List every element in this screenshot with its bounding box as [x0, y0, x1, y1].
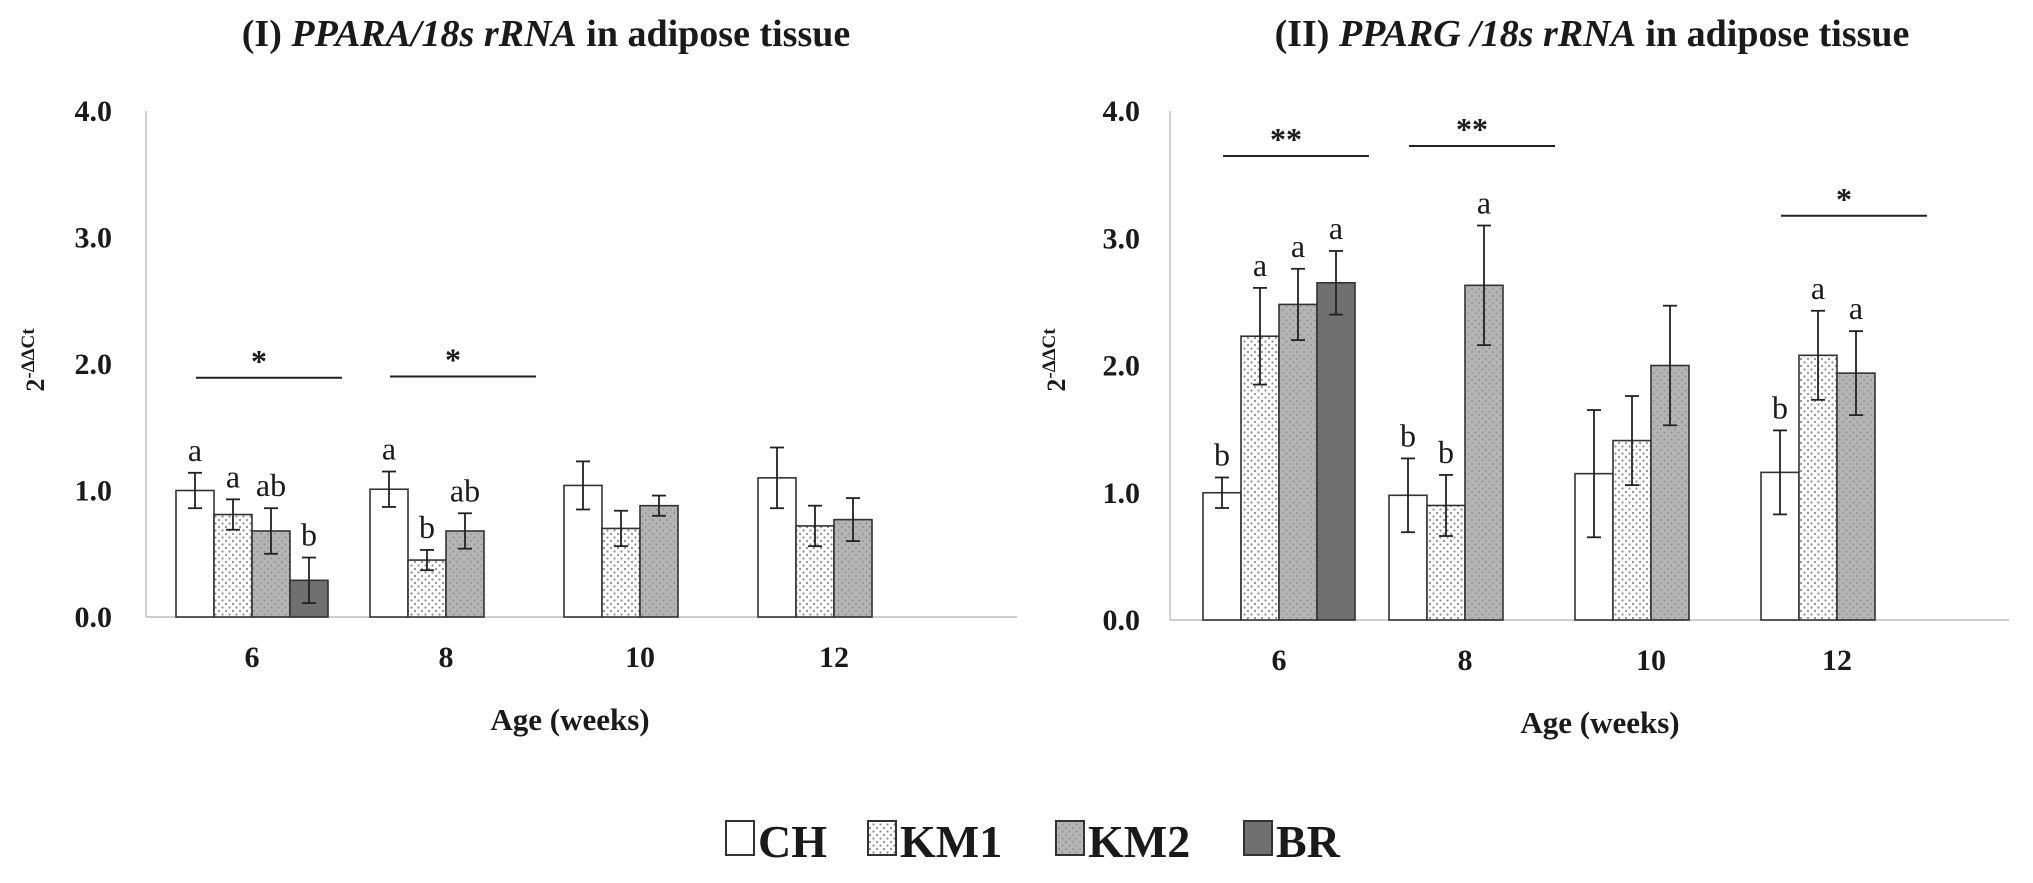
legend-label-ch: CH [758, 816, 827, 867]
x-tick-label: 6 [1272, 644, 1287, 677]
legend-swatch-br [1243, 820, 1273, 856]
legend-item-km1: KM1 [867, 816, 1002, 867]
significance-letter: a [226, 458, 240, 494]
panel-pppara-chart: (I) PPARA/18s rRNA in adipose tissue 2-Δ… [18, 13, 1017, 737]
bar-km1 [601, 527, 641, 618]
legend: CH KM1 KM2 BR [725, 816, 1341, 867]
significance-letter: a [1291, 228, 1305, 264]
x-tick-label: 10 [625, 641, 655, 674]
significance-letter: b [1772, 389, 1788, 425]
significance-letter: b [1214, 436, 1230, 472]
x-tick-label: 6 [245, 641, 260, 674]
legend-swatch-km2 [1055, 820, 1085, 856]
y-tick-label: 0.0 [75, 601, 113, 634]
legend-swatch-ch [725, 820, 755, 856]
significance-letter: b [1438, 434, 1454, 470]
significance-letter: b [419, 509, 435, 545]
bar-km2 [1278, 303, 1318, 621]
bar-ch [1202, 491, 1242, 621]
y-tick-label: 3.0 [1103, 222, 1141, 255]
x-axis-label: Age (weeks) [1520, 705, 1679, 740]
y-axis-label: 2-ΔΔCt [1039, 328, 1071, 392]
legend-item-km2: KM2 [1055, 816, 1190, 867]
chart-title: (II) PPARG /18s rRNA in adipose tissue [1275, 13, 1910, 55]
y-tick-label: 4.0 [1103, 95, 1141, 128]
significance-letter: a [1849, 290, 1863, 326]
svg-text:2-ΔΔCt: 2-ΔΔCt [1039, 328, 1071, 392]
legend-label-km2: KM2 [1088, 816, 1190, 867]
y-tick-label: 1.0 [1103, 477, 1141, 510]
significance-letter: a [1329, 210, 1343, 246]
y-tick-label: 1.0 [75, 475, 113, 508]
y-tick-label: 4.0 [75, 95, 113, 128]
significance-star: * [1836, 181, 1852, 217]
legend-item-br: BR [1243, 816, 1341, 867]
legend-label-km1: KM1 [900, 816, 1002, 867]
significance-star: ** [1270, 121, 1302, 157]
bar-ch [369, 488, 409, 618]
bar-km2 [639, 504, 679, 618]
significance-star: ** [1456, 111, 1488, 147]
x-tick-label: 8 [439, 641, 454, 674]
x-axis-label: Age (weeks) [490, 702, 649, 737]
bar-br [1316, 281, 1356, 621]
significance-letter: a [188, 432, 202, 468]
y-tick-label: 0.0 [1103, 604, 1141, 637]
y-tick-label: 3.0 [75, 222, 113, 255]
legend-item-ch: CH [725, 816, 827, 867]
svg-text:2-ΔΔCt: 2-ΔΔCt [18, 328, 50, 392]
x-tick-label: 10 [1636, 644, 1666, 677]
bar-ch [175, 489, 215, 618]
significance-letter: a [1253, 247, 1267, 283]
y-tick-label: 2.0 [75, 348, 113, 381]
bar-km2 [445, 530, 485, 618]
significance-letter: a [1811, 270, 1825, 306]
significance-star: * [445, 342, 461, 378]
significance-letter: b [1400, 417, 1416, 453]
x-tick-label: 12 [1822, 644, 1852, 677]
x-tick-label: 8 [1458, 644, 1473, 677]
y-tick-label: 2.0 [1103, 350, 1141, 383]
significance-letter: ab [450, 472, 480, 508]
chart-title: (I) PPARA/18s rRNA in adipose tissue [242, 13, 851, 55]
legend-label-br: BR [1276, 816, 1341, 867]
significance-letter: a [1477, 185, 1491, 221]
significance-star: * [251, 343, 267, 379]
significance-letter: ab [256, 467, 286, 503]
legend-swatch-km1 [867, 820, 897, 856]
panel-pparg-chart: (II) PPARG /18s rRNA in adipose tissue 2… [1039, 13, 2009, 740]
x-tick-label: 12 [819, 641, 849, 674]
y-axis-label: 2-ΔΔCt [18, 328, 50, 392]
significance-letter: a [382, 431, 396, 467]
significance-letter: b [301, 517, 317, 553]
